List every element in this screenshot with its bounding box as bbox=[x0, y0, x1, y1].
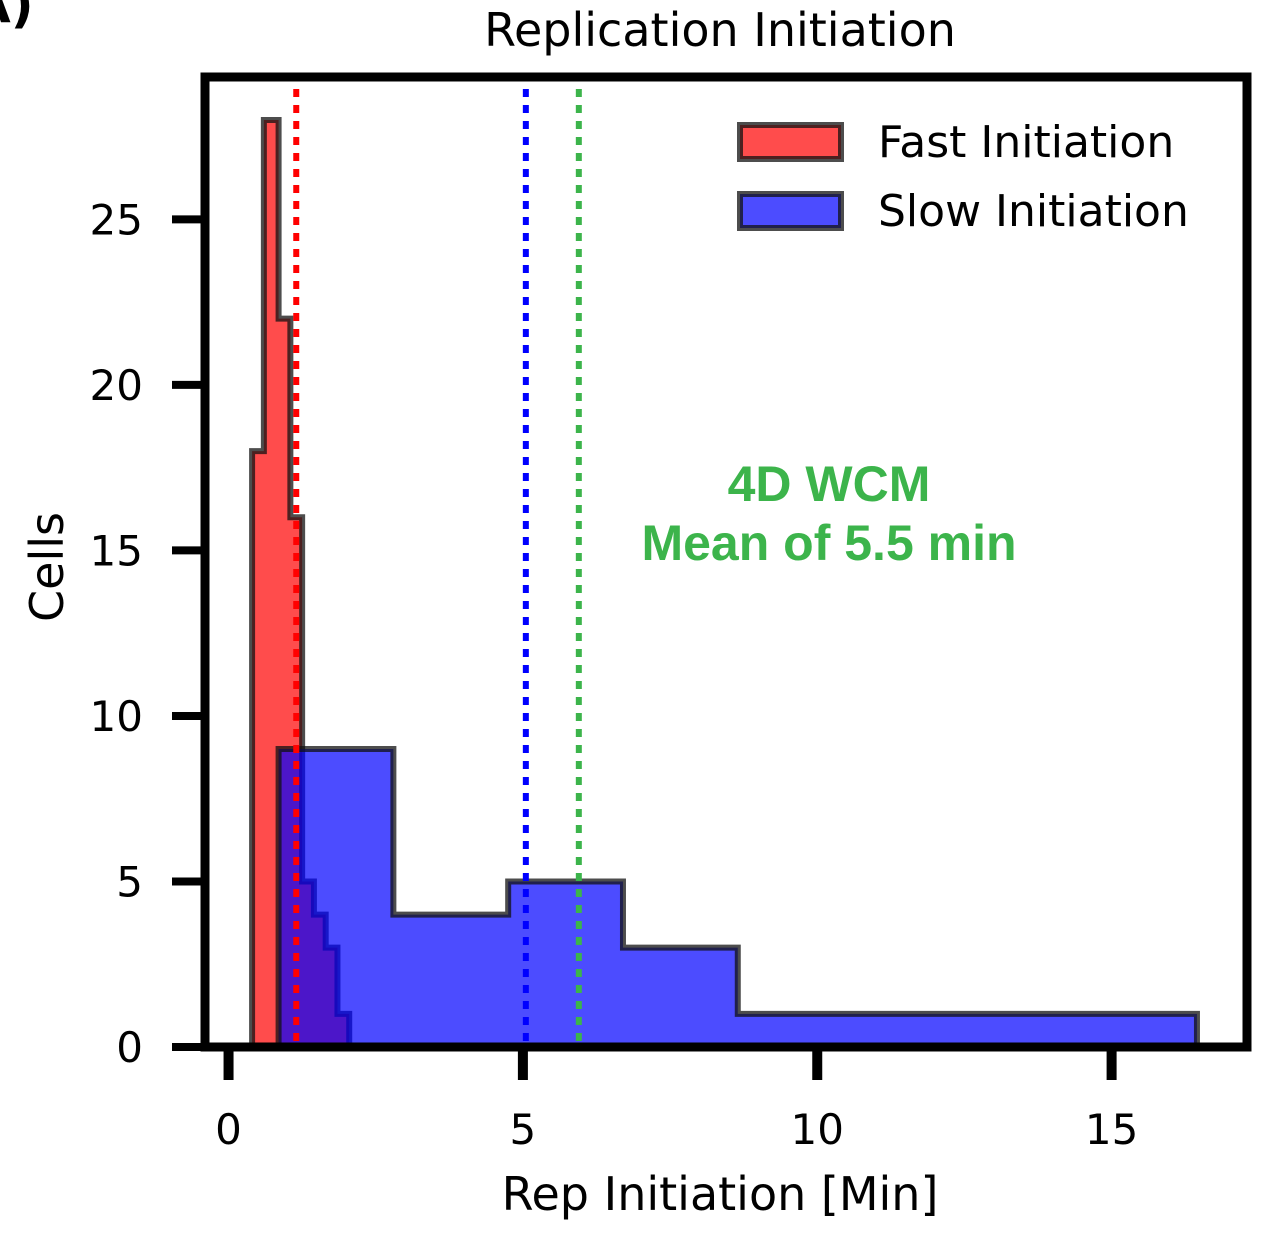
legend-swatch-fast bbox=[737, 122, 844, 162]
axes: 0 5 10 15 0 5 10 15 20 25 bbox=[90, 72, 1252, 1154]
histogram-series-slow bbox=[275, 746, 1200, 1050]
annotation-line-1: Mean of 5.5 min bbox=[641, 515, 1016, 571]
x-tick-label: 15 bbox=[1085, 1105, 1138, 1154]
y-axis-label: Cells bbox=[20, 512, 74, 622]
y-tick-label: 10 bbox=[90, 692, 143, 741]
x-tick-label: 5 bbox=[510, 1105, 537, 1154]
legend: Fast Initiation Slow Initiation bbox=[737, 117, 1189, 237]
chart-title: Replication Initiation bbox=[484, 3, 956, 57]
x-tick-label: 10 bbox=[791, 1105, 844, 1154]
axes-frame bbox=[200, 72, 1252, 1052]
y-tick-label: 20 bbox=[90, 361, 143, 410]
legend-label-fast: Fast Initiation bbox=[878, 117, 1174, 168]
y-tick-label: 25 bbox=[90, 195, 143, 244]
legend-swatch-slow bbox=[737, 191, 844, 231]
y-tick-label: 5 bbox=[116, 857, 143, 906]
panel-label: A) bbox=[0, 0, 34, 34]
x-tick-label: 0 bbox=[215, 1105, 242, 1154]
y-tick-label: 15 bbox=[90, 526, 143, 575]
annotation-line-0: 4D WCM bbox=[728, 456, 931, 512]
x-axis-label: Rep Initiation [Min] bbox=[502, 1167, 939, 1221]
y-tick-label: 0 bbox=[116, 1023, 143, 1072]
plot-area bbox=[249, 89, 1200, 1050]
legend-label-slow: Slow Initiation bbox=[878, 186, 1189, 237]
